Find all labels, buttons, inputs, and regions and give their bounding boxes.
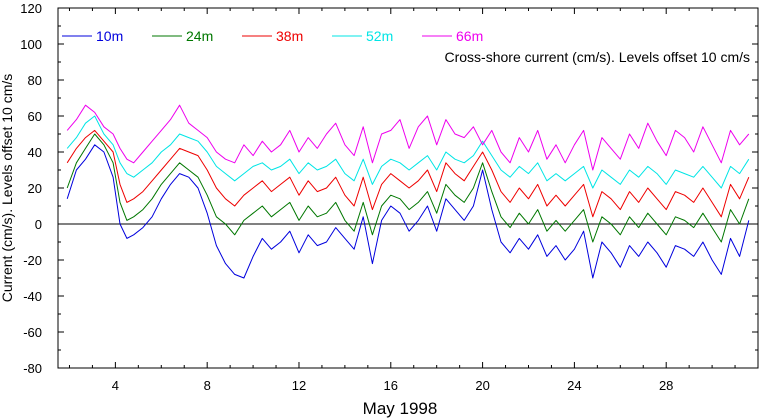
x-tick-label: 20 [475,378,489,393]
legend-label-52m: 52m [366,28,393,44]
legend-label-24m: 24m [186,28,213,44]
series-line-24m [66,133,750,243]
x-tick-label: 12 [292,378,306,393]
series-line-10m [66,144,750,279]
series-line-66m [66,104,750,171]
series-line-52m [66,115,750,189]
x-tick-label: 28 [659,378,673,393]
y-tick-label: -80 [23,361,42,376]
plot-area: 4 8 12 16 20 24 28 -80 -60 -40 -20 0 20 40 60 80 100 120 [20,1,759,393]
y-tick-label: 100 [20,37,42,52]
y-tick-label: 20 [28,181,42,196]
chart-annotation: Cross-shore current (cm/s). Levels offse… [445,49,751,65]
y-tick-label: -20 [23,253,42,268]
y-tick-label: 80 [28,73,42,88]
y-tick-label: 120 [20,1,42,16]
y-tick-label: 60 [28,109,42,124]
y-tick-label: 0 [35,217,42,232]
y-tick-label: -40 [23,289,42,304]
x-tick-label: 8 [204,378,211,393]
x-axis-ticks: 4 8 12 16 20 24 28 [68,8,736,393]
legend-label-10m: 10m [96,28,123,44]
x-tick-label: 24 [567,378,581,393]
legend-label-38m: 38m [276,28,303,44]
y-axis-label: Current (cm/s). Levels offset 10 cm/s [0,74,15,302]
series-line-38m [66,129,750,218]
legend-label-66m: 66m [456,28,483,44]
series-lines [66,104,750,279]
y-axis-ticks: -80 -60 -40 -20 0 20 40 60 80 100 120 [20,1,758,376]
y-tick-label: 40 [28,145,42,160]
x-tick-label: 16 [384,378,398,393]
y-tick-label: -60 [23,325,42,340]
x-axis-label: May 1998 [363,399,438,418]
x-tick-label: 4 [112,378,119,393]
legend: 10m 24m 38m 52m 66m [62,28,483,44]
